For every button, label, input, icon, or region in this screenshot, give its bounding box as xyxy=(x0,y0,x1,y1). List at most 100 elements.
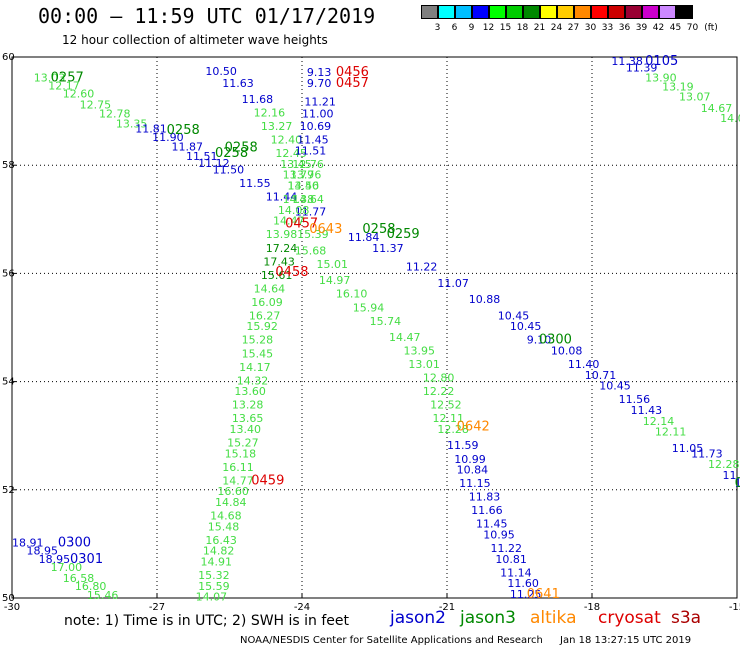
colorbar-label: 12 xyxy=(482,23,495,33)
wave-height-label: 14.08 xyxy=(720,112,740,125)
colorbar-swatch xyxy=(625,5,642,19)
wave-height-label: 12.60 xyxy=(63,88,95,101)
wave-height-label: 11.15 xyxy=(459,477,491,490)
wave-height-label: 14.17 xyxy=(239,361,271,374)
wave-height-label: 13.60 xyxy=(234,385,265,398)
wave-height-label: 13.95 xyxy=(404,345,436,358)
wave-height-label: 11.91 xyxy=(723,469,740,482)
colorbar-swatch xyxy=(472,5,489,19)
colorbar-label: 15 xyxy=(499,23,512,33)
wave-height-label: 12.11 xyxy=(433,412,465,425)
wave-height-label: 12.80 xyxy=(423,372,455,385)
wave-height-label: 10.81 xyxy=(495,553,527,566)
wave-height-label: 11.87 xyxy=(172,141,204,154)
wave-height-label: 15.68 xyxy=(295,244,327,257)
legend-s3a: s3a xyxy=(671,608,702,628)
wave-height-label: 14.67 xyxy=(701,102,733,115)
credit-org: NOAA/NESDIS Center for Satellite Applica… xyxy=(240,635,543,646)
wave-height-label: 11.44 xyxy=(266,190,298,203)
legend-altika: altika xyxy=(530,608,577,628)
wave-height-label: 14.07 xyxy=(196,591,228,604)
pass-number-label: 0259 xyxy=(387,227,420,242)
lat-tick-label: 60 xyxy=(2,52,15,63)
lon-tick-label: -18 xyxy=(584,602,600,613)
wave-height-label: 11.00 xyxy=(302,108,334,121)
wave-height-label: 11.73 xyxy=(691,447,723,460)
wave-height-label: 15.61 xyxy=(261,269,293,282)
wave-height-label: 11.40 xyxy=(568,358,600,371)
credit-timestamp: Jan 18 13:27:15 UTC 2019 xyxy=(560,635,692,646)
wave-height-label: 15.28 xyxy=(242,334,273,347)
wave-height-label: 13.07 xyxy=(679,90,711,103)
wave-height-label: 16.11 xyxy=(222,461,254,474)
wave-height-label: 11.56 xyxy=(619,393,651,406)
colorbar-swatch xyxy=(642,5,659,19)
wave-height-label: 11.68 xyxy=(242,93,273,106)
wave-height-label: 12.52 xyxy=(430,399,462,412)
wave-height-label: 10.08 xyxy=(551,345,583,358)
wave-height-label: 14.91 xyxy=(201,556,233,569)
wave-height-label: 10.45 xyxy=(599,380,631,393)
pass-number-label: 0300 xyxy=(539,333,572,348)
map-frame xyxy=(11,56,738,599)
colorbar-label: 6 xyxy=(451,23,458,33)
wave-height-label: 11.63 xyxy=(222,77,254,90)
wave-height-label: 12.22 xyxy=(423,385,455,398)
pass-number-label: 0459 xyxy=(251,473,284,488)
wave-height-label: 16.10 xyxy=(336,288,368,301)
wave-height-label: 17.00 xyxy=(51,561,83,574)
wave-height-label: 10.69 xyxy=(300,120,332,133)
wave-height-label: 15.18 xyxy=(225,447,257,460)
colorbar-label: 3 xyxy=(434,23,441,33)
wave-height-label: 14.47 xyxy=(389,331,421,344)
wave-height-label: 16.43 xyxy=(205,534,237,547)
wave-height-label: 17.24 xyxy=(266,242,298,255)
wave-height-label: 13.65 xyxy=(232,412,264,425)
colorbar-label: 9 xyxy=(468,23,475,33)
wave-height-label: 13.45 xyxy=(280,158,312,171)
wave-height-label: 12.16 xyxy=(254,107,286,120)
wave-height-label: 10.84 xyxy=(457,464,489,477)
wave-height-label: 15.74 xyxy=(370,315,402,328)
pass-number-label: 0257 xyxy=(51,70,84,85)
colorbar-label: 36 xyxy=(618,23,631,33)
lat-tick-label: 50 xyxy=(2,593,15,604)
map-title: 00:00 – 11:59 UTC 01/17/2019 xyxy=(38,4,376,28)
wave-height-label: 16.58 xyxy=(63,572,95,585)
wave-height-label: 11.43 xyxy=(631,404,663,417)
pass-number-label: 0641 xyxy=(527,587,560,602)
colorbar-swatch xyxy=(489,5,506,19)
wave-height-label: 15.45 xyxy=(242,347,273,360)
wave-height-label: 15.92 xyxy=(246,320,278,333)
wave-height-label: 16.27 xyxy=(249,309,280,322)
wave-height-label: 11.55 xyxy=(239,177,271,190)
pass-number-label: 0458 xyxy=(275,265,308,280)
wave-height-label: 11.12 xyxy=(198,157,230,170)
wave-height-label: 11.07 xyxy=(437,277,469,290)
pass-number-label: 0457 xyxy=(336,76,369,91)
colorbar-swatch xyxy=(523,5,540,19)
colorbar-label: 27 xyxy=(567,23,580,33)
wave-height-label: 15.46 xyxy=(87,589,119,602)
wave-height-label: 14.50 xyxy=(288,180,320,193)
wave-height-label: 14.47 xyxy=(273,215,305,228)
wave-height-label: 12.75 xyxy=(80,98,112,111)
wave-height-label: 12.17 xyxy=(48,79,80,92)
wave-height-label: 9.13 xyxy=(307,66,332,79)
wave-height-label: 10.95 xyxy=(483,528,515,541)
wave-height-label: 13.76 xyxy=(290,169,322,182)
wave-height-label: 13.90 xyxy=(645,71,677,84)
wave-height-label: 17.43 xyxy=(263,255,295,268)
wave-height-label: 11.83 xyxy=(469,491,501,504)
wave-height-label: 14.64 xyxy=(254,282,286,295)
colorbar-label: 42 xyxy=(652,23,665,33)
lon-tick-label: -15 xyxy=(729,602,740,613)
wave-height-label: 13.03 xyxy=(34,71,66,84)
wave-height-label: 14.82 xyxy=(203,545,235,558)
legend-jason2: jason2 xyxy=(390,608,446,628)
wave-height-label: 9.70 xyxy=(307,77,332,90)
wave-height-label: 10.45 xyxy=(510,320,542,333)
wave-height-label: 14.68 xyxy=(210,510,242,523)
colorbar-swatch xyxy=(659,5,676,19)
wave-height-label: 11.84 xyxy=(348,231,380,244)
